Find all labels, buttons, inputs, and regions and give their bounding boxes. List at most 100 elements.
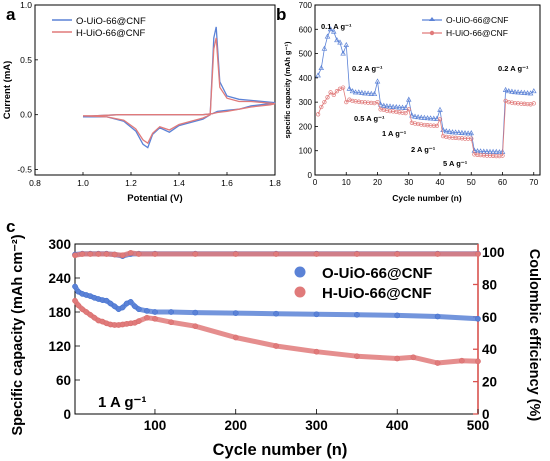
panel-c-point (475, 251, 481, 257)
panel-b-point (377, 101, 384, 107)
panel-b-point (515, 101, 521, 106)
panel-b-point (450, 135, 455, 140)
panel-b-point (396, 104, 403, 110)
panel-b-point (421, 114, 428, 120)
panel-c-ytick-label: 240 (48, 271, 71, 286)
panel-b-rate-label: 0.1 A g⁻¹ (321, 22, 352, 31)
panel-b-xtick-label: 10 (342, 178, 351, 187)
panel-b-point (384, 103, 390, 109)
panel-c-point (458, 357, 465, 364)
panel-label-b: b (276, 5, 286, 24)
panel-a-xtick-label: 1.4 (173, 178, 185, 188)
panel-b-ytick-label: 0 (308, 171, 313, 180)
panel-c-y2label: Coulombic efficiency (%) (526, 249, 542, 422)
panel-b-point (340, 85, 346, 90)
panel-c-point (103, 297, 110, 304)
panel-b-point (362, 90, 368, 96)
panel-a-xtick-label: 1.6 (221, 178, 233, 188)
panel-c-point (119, 304, 126, 311)
panel-b-point (519, 101, 524, 106)
panel-b-point (512, 100, 518, 106)
panel-b-point (496, 149, 503, 155)
panel-b-point (324, 33, 331, 39)
panel-b-point (369, 100, 374, 106)
panel-c-point (394, 312, 401, 319)
panel-b-point (375, 99, 380, 105)
panel-b-point (422, 122, 427, 128)
panel-b-point (353, 99, 358, 104)
panel-c-point (192, 251, 199, 257)
panel-b-point (434, 123, 440, 129)
legend-label-o-b: O-UiO-66@CNF (446, 15, 508, 25)
panel-c-point (168, 309, 174, 315)
panel-b-point (431, 123, 436, 128)
panel-b-point (403, 110, 408, 116)
panel-c-point (135, 251, 142, 257)
panel-b-ylabel: specific capacity (mAh g⁻¹) (283, 41, 292, 138)
panel-b-point (322, 99, 327, 105)
legend-label-o: O-UiO-66@CNF (76, 16, 146, 27)
panel-c-point (127, 298, 134, 305)
panel-b-point (387, 103, 393, 109)
panel-c-point (434, 360, 441, 366)
panel-b-point (400, 110, 405, 115)
panel-b-point (424, 115, 431, 121)
panel-c-point (354, 353, 360, 360)
panel-c-point (168, 319, 174, 326)
panel-c-y2tick-label: 100 (482, 245, 505, 260)
panel-c-point (91, 314, 98, 321)
panel-b-point (453, 135, 458, 140)
panel-b-point (334, 89, 340, 94)
panel-c-point (79, 251, 86, 257)
panel-c-point (410, 354, 417, 361)
panel-b-point (328, 90, 333, 95)
panel-c-point (72, 252, 78, 259)
panel-c-ytick-label: 0 (63, 407, 71, 422)
panel-c-ytick-label: 120 (48, 339, 71, 354)
panel-b-point (437, 106, 443, 112)
panel-c-xtick-label: 500 (467, 418, 490, 433)
panel-b-point (387, 108, 393, 114)
panel-c-ytick-label: 300 (48, 237, 71, 252)
panel-c-point (354, 311, 360, 318)
panel-c-point (232, 310, 239, 316)
panel-b-point (509, 88, 515, 94)
panel-b-rate-label: 0.5 A g⁻¹ (354, 114, 385, 123)
panel-b-point (344, 99, 349, 105)
panel-b-point (340, 50, 346, 56)
panel-c-y2tick-label: 80 (482, 277, 497, 292)
panel-c-point (95, 251, 102, 257)
panel-b-point (431, 115, 437, 121)
panel-b-point (472, 152, 477, 157)
panel-b-point (356, 99, 361, 104)
panel-b-point (462, 136, 468, 141)
panel-c-point (313, 311, 320, 318)
panel-b-point (490, 148, 496, 154)
panel-b-point (359, 89, 365, 95)
panel-label-a: a (6, 5, 16, 24)
panel-c-xtick-label: 400 (386, 418, 409, 433)
panel-b-rate-label: 0.2 A g⁻¹ (498, 64, 529, 73)
panel-b-point (399, 104, 406, 110)
panel-b-point (315, 112, 321, 117)
panel-b-point (337, 39, 343, 45)
panel-c-point (313, 348, 320, 355)
panel-b-point (356, 89, 362, 95)
panel-c-point (152, 251, 158, 257)
panel-c-point (119, 252, 126, 259)
panel-b-point (350, 98, 355, 104)
panel-c-annotation: 1 A g⁻¹ (98, 394, 146, 411)
panel-b-ytick-label: 600 (299, 25, 313, 34)
panel-c-point (87, 311, 94, 318)
panel-b-point (515, 89, 521, 95)
panel-b-point (418, 114, 424, 120)
panel-c-point (87, 251, 94, 257)
panel-b-point (469, 136, 474, 141)
panel-c-y2tick-label: 0 (482, 407, 490, 422)
panel-c-chart: 100 200 300 400 5000601201802403000204060801… (10, 234, 542, 459)
panel-b-frame (314, 4, 541, 176)
panel-a-ytick-label: 0.5 (20, 55, 32, 65)
panel-label-c: c (6, 217, 15, 236)
